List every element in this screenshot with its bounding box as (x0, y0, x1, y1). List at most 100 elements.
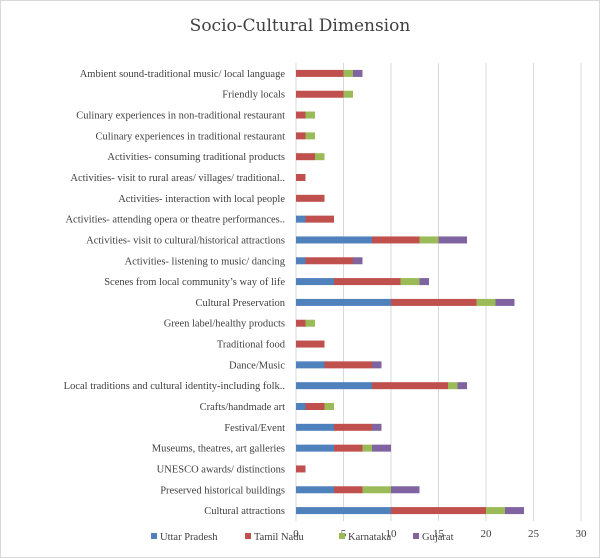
legend-label: Uttar Pradesh (160, 532, 218, 543)
bar-segment (334, 278, 401, 286)
x-tick-label: 0 (293, 528, 299, 540)
bar-segment (296, 340, 325, 348)
bar-segment (296, 69, 344, 77)
category-labels: Ambient sound-traditional music/ local l… (64, 69, 286, 517)
x-tick-label: 15 (433, 528, 445, 540)
bar-segment (296, 486, 334, 494)
category-label: Festival/Event (224, 423, 285, 434)
bar-segment (305, 215, 334, 223)
legend-item: Tamil Nadu (245, 532, 304, 543)
bar-segment (334, 423, 372, 431)
bars (296, 69, 524, 515)
legend-swatch (245, 533, 251, 539)
category-label: Activities- listening to music/ dancing (125, 256, 286, 267)
category-label: Cultural attractions (204, 506, 285, 517)
bar-segment (296, 278, 334, 286)
bar-segment (448, 382, 458, 390)
bar-segment (324, 361, 372, 369)
bar-segment (296, 507, 391, 515)
legend-label: Gujarat (422, 532, 454, 543)
bar-segment (296, 361, 325, 369)
bar-segment (391, 298, 477, 306)
category-label: UNESCO awards/ distinctions (157, 464, 285, 475)
bar-segment (296, 465, 306, 473)
bar-segment (315, 153, 325, 161)
bar-segment (296, 444, 334, 452)
category-label: Local traditions and cultural identity-i… (64, 381, 285, 392)
category-label: Activities- attending opera or theatre p… (65, 215, 285, 226)
legend-label: Karnataka (348, 532, 391, 543)
x-tick-label: 30 (576, 528, 588, 540)
category-label: Traditional food (217, 340, 286, 351)
bar-segment (296, 403, 306, 410)
bar-segment (486, 507, 505, 515)
bar-segment (372, 361, 382, 369)
category-label: Culinary experiences in non-traditional … (76, 111, 285, 122)
category-label: Preserved historical buildings (160, 485, 285, 496)
legend-swatch (151, 533, 157, 539)
x-tick-label: 20 (481, 528, 493, 540)
bar-segment (334, 444, 363, 452)
category-label: Activities- consuming traditional produc… (107, 152, 285, 163)
bar-segment (391, 507, 486, 515)
legend: Uttar Pradesh Tamil Nadu Karnataka Gujarat (151, 532, 454, 543)
category-label: Culinary experiences in traditional rest… (95, 131, 285, 142)
bar-segment (324, 403, 334, 410)
bar-segment (296, 236, 372, 244)
category-label: Museums, theatres, art galleries (152, 444, 285, 455)
category-label: Friendly locals (222, 90, 285, 101)
bar-segment (438, 236, 467, 244)
bar-segment (296, 215, 306, 223)
category-label: Dance/Music (229, 360, 285, 371)
bar-segment (476, 298, 496, 306)
category-label: Ambient sound-traditional music/ local l… (80, 69, 286, 80)
bar-segment (305, 403, 325, 410)
bar-segment (305, 319, 315, 327)
category-label: Activities- visit to rural areas/ villag… (70, 173, 285, 184)
bar-segment (419, 278, 429, 286)
legend-item: Karnataka (339, 532, 391, 543)
bar-segment (372, 444, 391, 452)
legend-item: Gujarat (413, 532, 454, 543)
bar-segment (334, 486, 363, 494)
bar-segment (296, 382, 372, 390)
bar-segment (343, 69, 353, 77)
bar-segment (372, 236, 420, 244)
bar-segment (296, 132, 306, 140)
bar-segment (400, 278, 420, 286)
bar-segment (296, 90, 344, 98)
category-label: Crafts/handmade art (200, 402, 286, 413)
category-label: Activities- interaction with local peopl… (118, 194, 285, 205)
bar-segment (362, 444, 372, 452)
legend-item: Uttar Pradesh (151, 532, 218, 543)
bar-segment (296, 319, 306, 327)
bar-segment (296, 153, 315, 161)
bar-segment (296, 194, 325, 202)
bar-segment (391, 486, 420, 494)
bar-segment (305, 257, 353, 265)
legend-label: Tamil Nadu (254, 532, 304, 543)
category-label: Cultural Preservation (195, 298, 285, 309)
category-label: Green label/healthy products (164, 319, 285, 330)
x-tick-label: 25 (528, 528, 540, 540)
bar-segment (305, 132, 315, 140)
category-label: Scenes from local community’s way of lif… (104, 277, 285, 288)
bar-segment (353, 257, 363, 265)
legend-swatch (413, 533, 419, 539)
bar-segment (372, 382, 448, 390)
x-tick-label: 10 (386, 528, 398, 540)
bar-segment (372, 423, 382, 431)
bar-segment (362, 486, 391, 494)
category-label: Activities- visit to cultural/historical… (86, 235, 285, 246)
bar-segment (353, 69, 363, 77)
bar-segment (495, 298, 515, 306)
bar-segment (296, 298, 391, 306)
grid-lines (295, 63, 582, 521)
bar-segment (419, 236, 439, 244)
bar-segment (296, 257, 306, 265)
bar-segment (305, 111, 315, 119)
bar-segment (343, 90, 353, 98)
bar-segment (296, 111, 306, 119)
bar-segment (296, 174, 306, 181)
